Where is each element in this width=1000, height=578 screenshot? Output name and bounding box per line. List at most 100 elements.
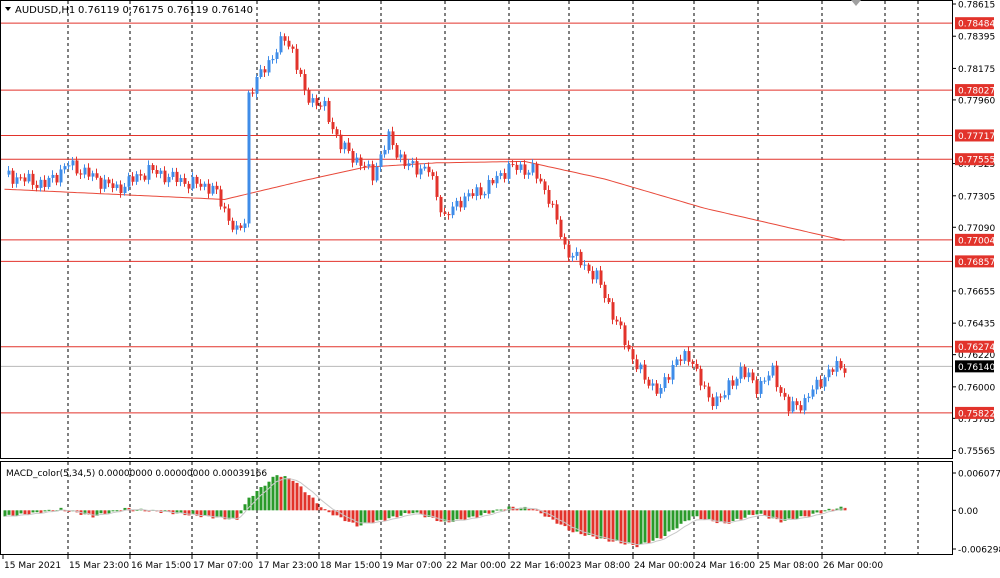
macd-bar: [319, 507, 323, 511]
macd-bar: [123, 507, 127, 511]
candle-body: [751, 372, 755, 381]
candle-body: [531, 163, 535, 173]
macd-bar: [779, 510, 783, 523]
candle-body: [671, 364, 675, 380]
macd-bar: [671, 510, 675, 530]
macd-bar: [607, 510, 611, 542]
macd-bar: [631, 510, 635, 545]
macd-bar: [119, 510, 123, 512]
candle-body: [75, 160, 79, 174]
macd-bar: [495, 509, 499, 511]
macd-bar: [619, 510, 623, 544]
macd-bar: [523, 506, 527, 511]
candle-body: [791, 401, 795, 412]
candle-body: [147, 165, 151, 180]
candle-body: [383, 149, 387, 155]
candle-body: [187, 183, 191, 189]
macd-bar: [687, 510, 691, 521]
candle-body: [331, 122, 335, 130]
candle-body: [391, 131, 395, 146]
macd-bar: [627, 510, 631, 544]
candle-body: [347, 142, 351, 151]
macd-bar: [115, 510, 119, 512]
candle-body: [127, 176, 131, 187]
candle-body: [339, 134, 343, 150]
macd-bar: [15, 510, 19, 516]
macd-bar: [303, 492, 307, 511]
macd-bar: [447, 510, 451, 523]
macd-bar: [411, 510, 415, 514]
candle-body: [823, 377, 827, 387]
symbol-dropdown-icon[interactable]: [5, 7, 11, 11]
macd-bar: [683, 510, 687, 522]
candle-body: [583, 264, 587, 266]
macd-bar: [287, 478, 291, 511]
macd-bar: [595, 510, 599, 540]
candle-body: [763, 380, 767, 382]
level-label: 0.76274: [958, 343, 995, 353]
macd-bar: [591, 510, 595, 537]
candle-body: [211, 185, 215, 194]
candle-body: [659, 388, 663, 394]
time-tick-label: 16 Mar 15:00: [131, 561, 191, 571]
candle-body: [507, 164, 511, 179]
macd-bar: [615, 510, 619, 541]
candle-body: [491, 179, 495, 184]
price-tick-label: 0.76000: [958, 383, 995, 393]
candle-body: [11, 170, 15, 184]
macd-bar: [667, 510, 671, 532]
shift-marker-icon[interactable]: [851, 0, 861, 6]
candle-body: [55, 174, 59, 183]
macd-bar: [363, 510, 367, 523]
candle-body: [623, 325, 627, 346]
candle-body: [263, 69, 267, 73]
candle-body: [559, 219, 563, 238]
candle-body: [695, 363, 699, 369]
candle-body: [251, 92, 255, 94]
indicator-tick-label: 0.00: [958, 507, 978, 517]
candle-body: [395, 145, 399, 158]
candle-body: [535, 163, 539, 179]
candle-body: [371, 164, 375, 181]
candle-body: [683, 351, 687, 361]
time-axis: 15 Mar 2021 15 Mar 23:00 16 Mar 15:00 17 Ma…: [2, 555, 883, 571]
macd-bar: [371, 510, 375, 524]
macd-bar: [439, 510, 443, 522]
macd-bar: [719, 510, 723, 523]
macd-bar: [367, 510, 371, 524]
macd-bar: [623, 510, 627, 545]
candle-body: [651, 383, 655, 386]
macd-bar: [475, 510, 479, 518]
candle-body: [199, 183, 203, 187]
indicator-panel-frame: [0, 461, 953, 555]
macd-bar: [499, 509, 503, 511]
macd-bar: [539, 510, 543, 514]
macd-bar: [431, 510, 435, 518]
candle-body: [743, 366, 747, 378]
macd-bar: [223, 510, 227, 520]
candle-body: [755, 380, 759, 394]
price-tick-label: 0.78615: [958, 1, 995, 11]
level-label: 0.75822: [958, 409, 995, 419]
macd-bar: [51, 510, 55, 512]
macd-bar: [215, 510, 219, 518]
macd-bar: [791, 510, 795, 520]
horizontal-levels[interactable]: [1, 22, 952, 414]
candle-body: [351, 150, 355, 163]
time-tick-label: 15 Mar 23:00: [69, 561, 129, 571]
level-label-box: [955, 84, 994, 97]
price-tick-label: 0.78175: [958, 65, 995, 75]
macd-bar: [27, 510, 31, 515]
candle-body: [655, 383, 659, 394]
level-label: 0.77555: [958, 156, 995, 166]
macd-bar: [143, 510, 147, 512]
candle-body: [775, 365, 779, 388]
macd-bar: [739, 510, 743, 520]
candle-body: [787, 396, 791, 412]
macd-bar: [95, 510, 99, 516]
candle-body: [703, 385, 707, 387]
candle-body: [647, 379, 651, 386]
macd-bar: [295, 482, 299, 511]
candle-body: [719, 396, 723, 398]
candle-body: [699, 368, 703, 386]
